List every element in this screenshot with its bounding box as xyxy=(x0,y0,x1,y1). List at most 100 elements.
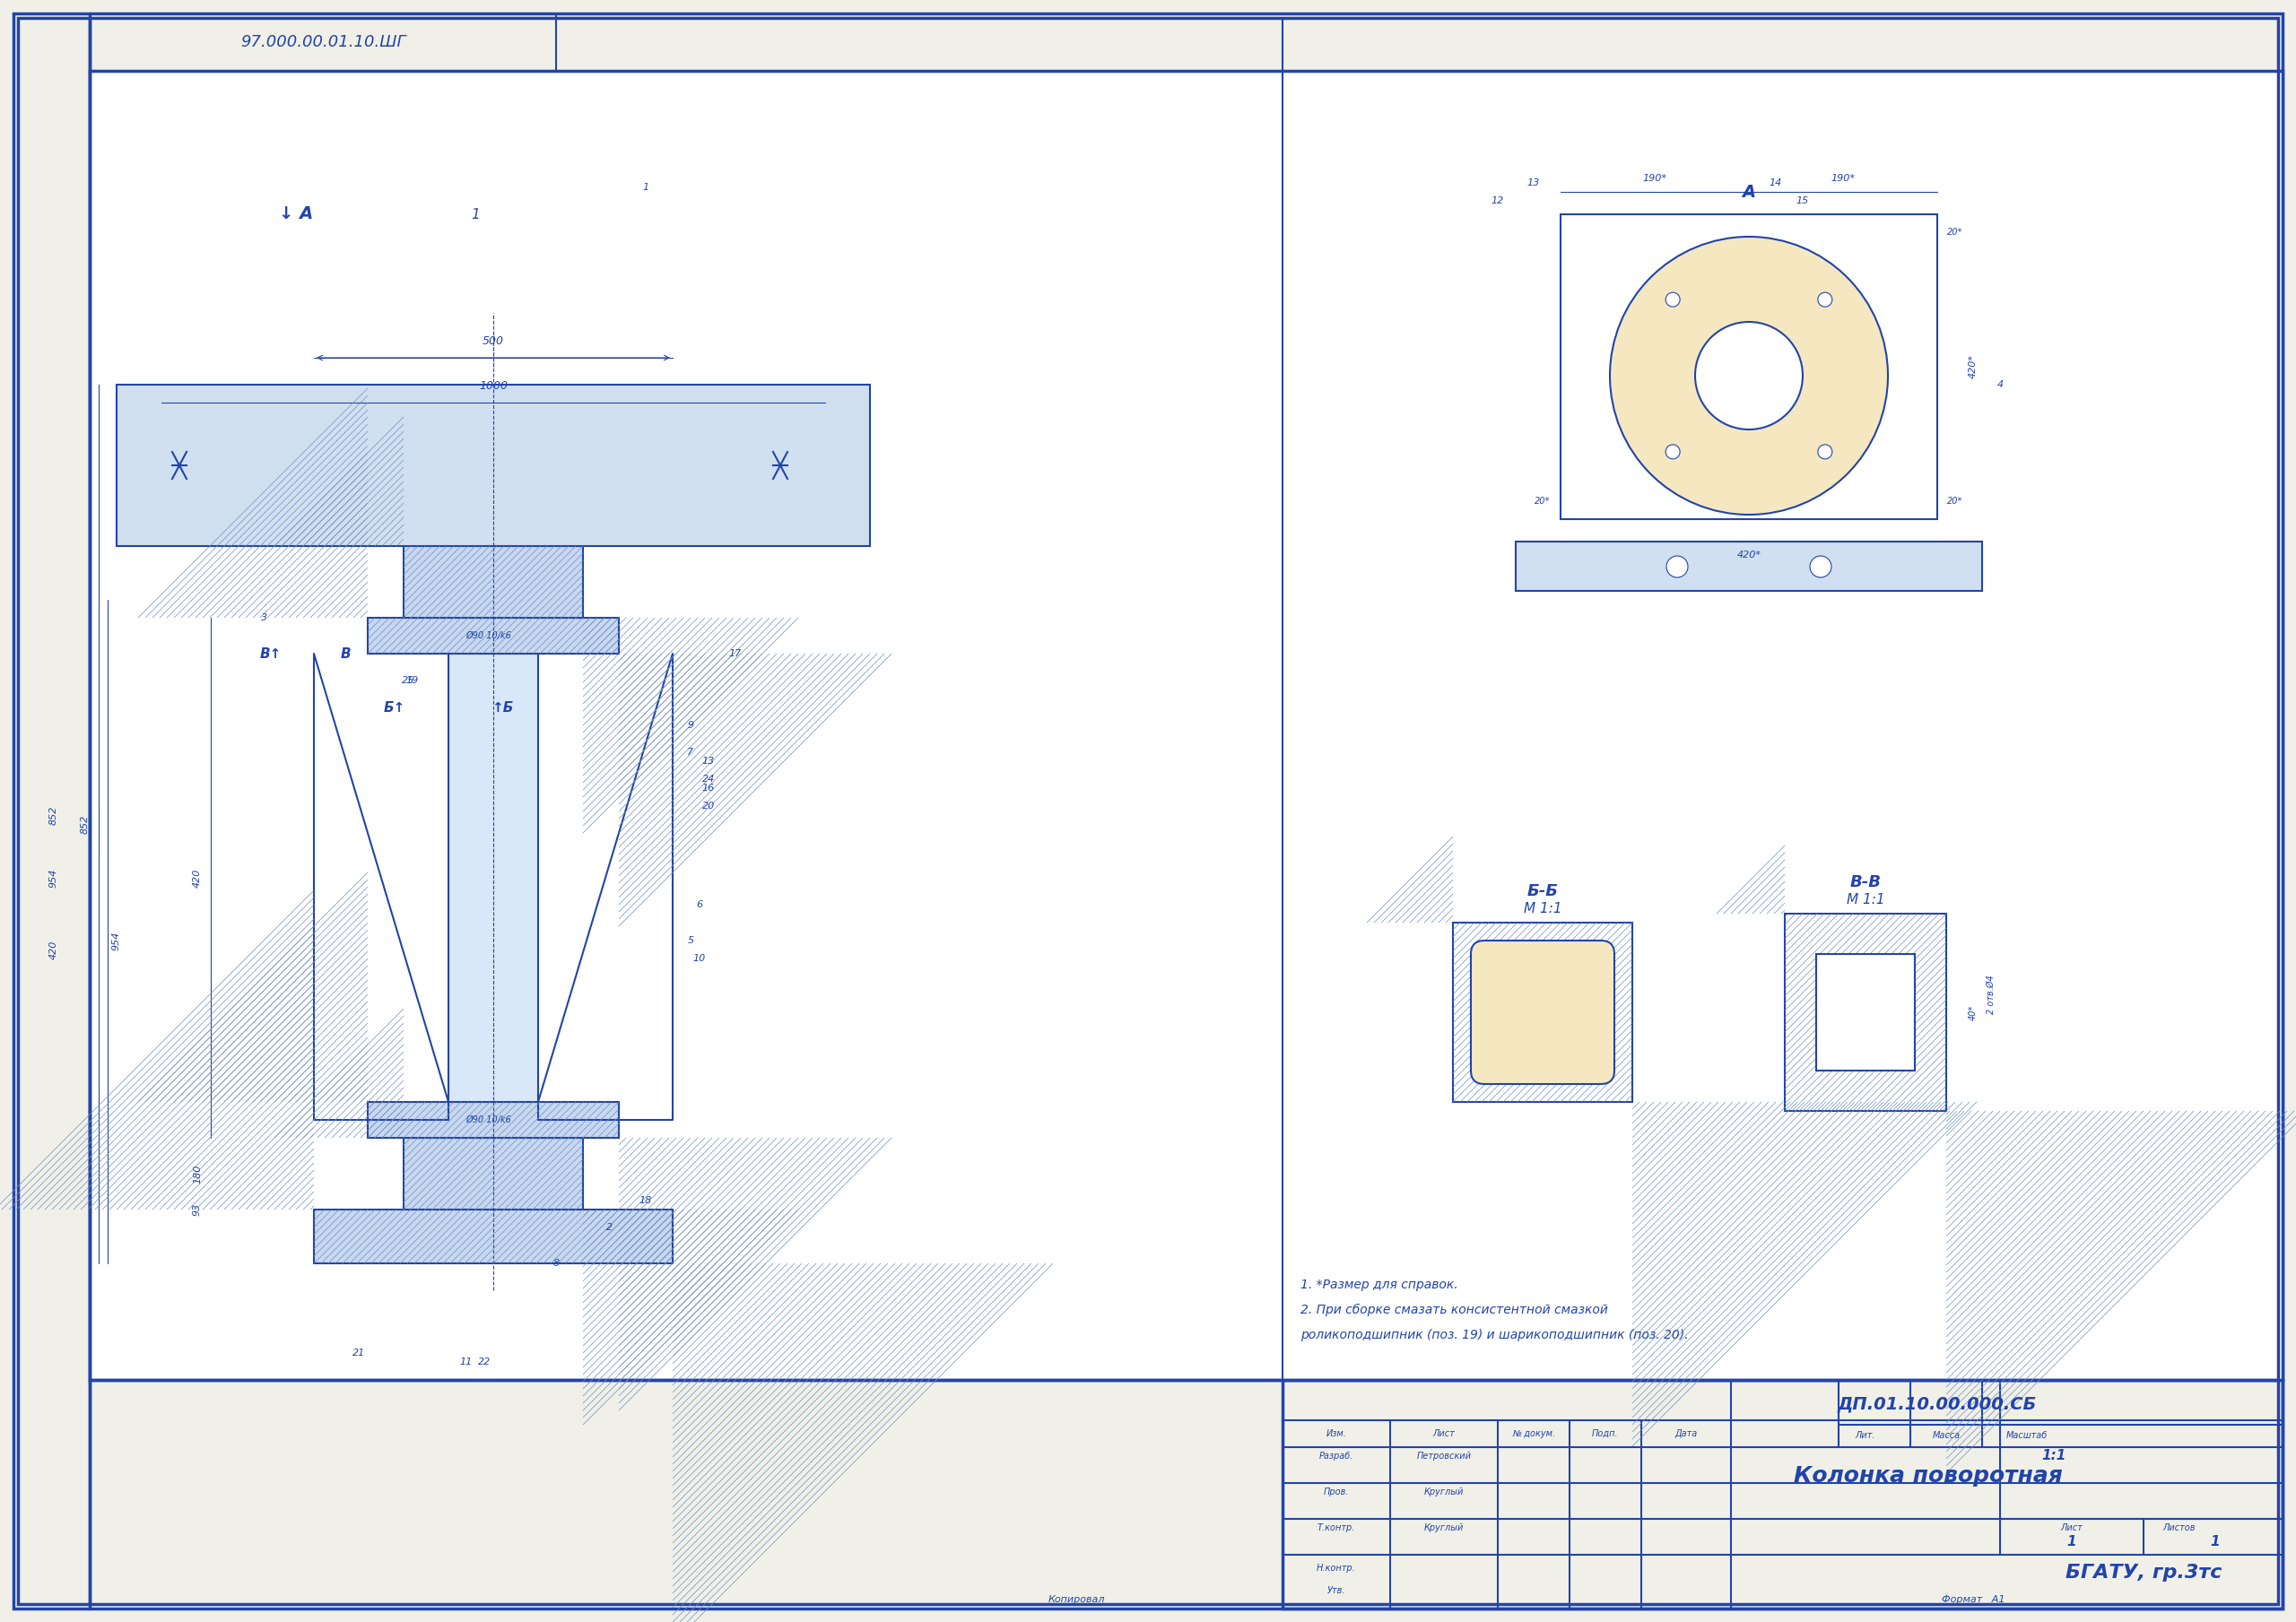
Text: 20: 20 xyxy=(703,801,714,811)
Text: Пров.: Пров. xyxy=(1322,1487,1350,1497)
Bar xyxy=(315,1210,673,1264)
Text: 1: 1 xyxy=(2211,1534,2220,1547)
Text: Круглый: Круглый xyxy=(1424,1487,1465,1497)
Text: ↓ А: ↓ А xyxy=(278,206,312,222)
Text: Ø90 10/k6: Ø90 10/k6 xyxy=(466,1116,512,1124)
Text: Ø90 10/k6: Ø90 10/k6 xyxy=(466,631,512,641)
Text: 190*: 190* xyxy=(1830,174,1855,183)
Text: 954: 954 xyxy=(48,868,57,887)
Bar xyxy=(404,1137,583,1210)
Text: 16: 16 xyxy=(703,783,714,793)
Text: 7: 7 xyxy=(687,748,693,757)
Circle shape xyxy=(1665,444,1681,459)
Text: 15: 15 xyxy=(1795,196,1809,206)
Text: В: В xyxy=(340,647,351,660)
Text: Петровский: Петровский xyxy=(1417,1452,1472,1460)
Text: Листов: Листов xyxy=(2163,1523,2195,1533)
Text: Колонка поворотная: Колонка поворотная xyxy=(1793,1465,2062,1487)
Text: 13: 13 xyxy=(703,757,714,766)
Text: 25: 25 xyxy=(402,676,416,684)
Text: Утв.: Утв. xyxy=(1327,1586,1345,1594)
Text: Формат   А1: Формат А1 xyxy=(1942,1594,2004,1604)
Bar xyxy=(117,384,870,547)
Text: Копировал: Копировал xyxy=(1047,1594,1104,1604)
Text: 17: 17 xyxy=(730,649,742,659)
Text: В↑: В↑ xyxy=(259,647,282,660)
Bar xyxy=(1561,214,1938,519)
Text: 190*: 190* xyxy=(1642,174,1667,183)
Text: Изм.: Изм. xyxy=(1327,1429,1345,1439)
Text: 20*: 20* xyxy=(1534,496,1550,506)
Text: ↑Б: ↑Б xyxy=(491,701,514,714)
Bar xyxy=(1784,913,1947,1111)
Text: 10: 10 xyxy=(693,954,705,963)
Text: 500: 500 xyxy=(482,336,505,347)
Text: 18: 18 xyxy=(638,1195,652,1205)
Text: 20*: 20* xyxy=(1947,227,1963,237)
Text: 93: 93 xyxy=(193,1204,202,1216)
Bar xyxy=(1515,542,1981,590)
Text: БГАТУ, гр.3тс: БГАТУ, гр.3тс xyxy=(2066,1564,2223,1581)
FancyBboxPatch shape xyxy=(1472,941,1614,1083)
Text: А: А xyxy=(1743,183,1756,201)
Text: 420*: 420* xyxy=(1968,355,1977,380)
Bar xyxy=(367,618,620,654)
Text: 20*: 20* xyxy=(1947,496,1963,506)
Text: 1: 1 xyxy=(643,183,650,191)
Bar xyxy=(90,13,556,71)
Bar xyxy=(367,1101,620,1137)
Text: 4: 4 xyxy=(1998,380,2002,389)
Text: 2 отв.Ø4: 2 отв.Ø4 xyxy=(1986,975,1995,1014)
Text: 5: 5 xyxy=(687,936,693,946)
Circle shape xyxy=(1818,292,1832,307)
Text: Лист: Лист xyxy=(1433,1429,1456,1439)
Text: Масса: Масса xyxy=(1933,1431,1961,1440)
Bar xyxy=(1283,1380,2282,1609)
Text: 852: 852 xyxy=(48,806,57,824)
Text: Т.контр.: Т.контр. xyxy=(1318,1523,1355,1533)
Text: 1: 1 xyxy=(2066,1534,2076,1547)
Text: М 1:1: М 1:1 xyxy=(1846,894,1885,907)
Circle shape xyxy=(1694,321,1802,430)
Text: Б↑: Б↑ xyxy=(383,701,406,714)
Text: 97.000.00.01.10.ШГ: 97.000.00.01.10.ШГ xyxy=(241,34,406,50)
Text: 420: 420 xyxy=(193,868,202,887)
Text: 1:1: 1:1 xyxy=(2041,1450,2066,1463)
Circle shape xyxy=(1667,556,1688,577)
Text: 6: 6 xyxy=(696,900,703,910)
Text: 852: 852 xyxy=(80,814,90,834)
Bar xyxy=(1453,923,1632,1101)
Text: № докум.: № докум. xyxy=(1513,1429,1554,1439)
Text: 420: 420 xyxy=(48,939,57,959)
Text: 3: 3 xyxy=(262,613,269,623)
Text: В-В: В-В xyxy=(1851,874,1880,890)
Text: 11: 11 xyxy=(459,1358,473,1366)
Bar xyxy=(1816,954,1915,1071)
Text: ДП.01.10.00.000.СБ: ДП.01.10.00.000.СБ xyxy=(1837,1395,2037,1413)
Text: Лит.: Лит. xyxy=(1855,1431,1876,1440)
Text: 2: 2 xyxy=(606,1223,613,1233)
Bar xyxy=(90,71,2282,1380)
Text: Лист: Лист xyxy=(2062,1523,2082,1533)
Circle shape xyxy=(1818,444,1832,459)
Text: 2. При сборке смазать консистентной смазкой: 2. При сборке смазать консистентной смаз… xyxy=(1300,1304,1607,1317)
Text: 8: 8 xyxy=(553,1259,560,1268)
Text: Дата: Дата xyxy=(1674,1429,1697,1439)
Text: 19: 19 xyxy=(406,676,418,684)
Polygon shape xyxy=(315,654,448,1119)
Text: 13: 13 xyxy=(1527,178,1541,188)
Text: 14: 14 xyxy=(1770,178,1782,188)
Text: 1000: 1000 xyxy=(480,381,507,393)
Text: Подп.: Подп. xyxy=(1591,1429,1619,1439)
Circle shape xyxy=(1809,556,1832,577)
Text: Н.контр.: Н.контр. xyxy=(1316,1564,1357,1573)
Text: 954: 954 xyxy=(113,931,122,950)
Text: 1. *Размер для справок.: 1. *Размер для справок. xyxy=(1300,1278,1458,1291)
Text: 24: 24 xyxy=(703,775,714,783)
Text: 9: 9 xyxy=(687,720,693,730)
Text: 420*: 420* xyxy=(1736,550,1761,560)
Circle shape xyxy=(1609,237,1887,514)
Text: Круглый: Круглый xyxy=(1424,1523,1465,1533)
Text: 21: 21 xyxy=(351,1348,365,1358)
Text: Масштаб: Масштаб xyxy=(2007,1431,2048,1440)
